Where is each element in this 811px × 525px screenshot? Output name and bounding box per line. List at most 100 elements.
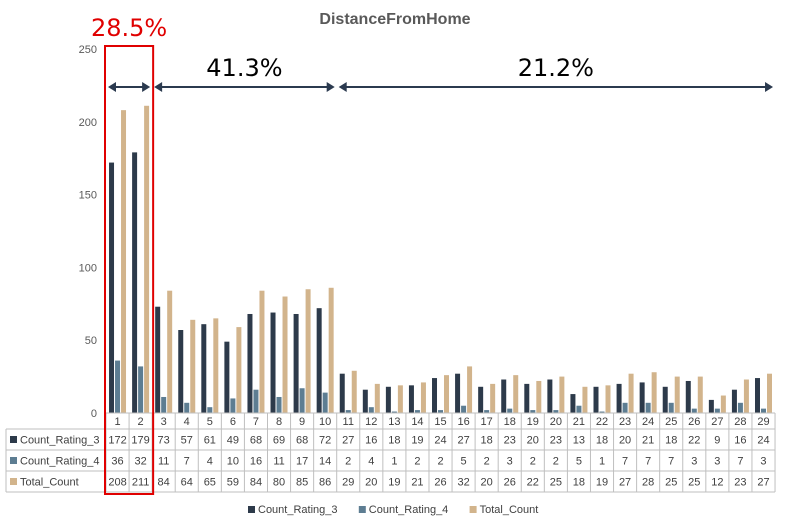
series-key-swatch bbox=[10, 457, 17, 464]
bar-count-rating-4 bbox=[138, 366, 144, 413]
table-cell-value: 20 bbox=[365, 477, 377, 489]
bar-count-rating-3 bbox=[132, 152, 138, 413]
arrow-head-left bbox=[338, 82, 347, 92]
table-cell-value: 7 bbox=[645, 456, 651, 468]
table-cell-value: 20 bbox=[619, 435, 631, 447]
table-cell-value: 17 bbox=[296, 456, 308, 468]
table-cell-value: 27 bbox=[757, 477, 769, 489]
bar-total-count bbox=[536, 380, 542, 413]
table-cell-value: 9 bbox=[714, 435, 720, 447]
bar-count-rating-4 bbox=[507, 408, 513, 413]
table-cell-value: 211 bbox=[132, 477, 150, 489]
bar-count-rating-3 bbox=[455, 373, 461, 413]
bar-count-rating-3 bbox=[432, 378, 438, 413]
category-label: 17 bbox=[481, 416, 493, 428]
category-label: 2 bbox=[138, 416, 144, 428]
table-cell-value: 25 bbox=[665, 477, 677, 489]
table-cell-value: 19 bbox=[411, 435, 423, 447]
bar-total-count bbox=[720, 395, 726, 413]
arrow-head-right bbox=[326, 82, 335, 92]
bar-count-rating-4 bbox=[161, 396, 167, 413]
bar-total-count bbox=[351, 370, 357, 413]
bar-total-count bbox=[605, 385, 611, 413]
bar-count-rating-3 bbox=[385, 386, 391, 413]
table-cell-value: 27 bbox=[619, 477, 631, 489]
y-tick-label: 250 bbox=[79, 44, 97, 56]
category-label: 16 bbox=[457, 416, 469, 428]
y-tick-label: 200 bbox=[79, 117, 97, 129]
range-percentage-label: 21.2% bbox=[517, 54, 594, 82]
bar-total-count bbox=[490, 383, 496, 413]
category-label: 27 bbox=[711, 416, 723, 428]
legend-entry: Count_Rating_4 bbox=[369, 504, 449, 516]
bar-count-rating-4 bbox=[576, 405, 582, 413]
highlight-box bbox=[104, 45, 155, 495]
bar-total-count bbox=[397, 385, 403, 413]
category-label: 22 bbox=[596, 416, 608, 428]
table-cell-value: 68 bbox=[250, 435, 262, 447]
bar-count-rating-4 bbox=[553, 410, 559, 413]
table-cell-value: 2 bbox=[437, 456, 443, 468]
category-label: 6 bbox=[230, 416, 236, 428]
table-cell-value: 7 bbox=[737, 456, 743, 468]
bar-total-count bbox=[467, 366, 473, 413]
bar-count-rating-3 bbox=[224, 341, 230, 413]
table-cell-value: 28 bbox=[642, 477, 654, 489]
table-cell-value: 2 bbox=[484, 456, 490, 468]
bar-count-rating-4 bbox=[691, 408, 697, 413]
legend-swatch bbox=[358, 506, 366, 513]
range-percentage-label: 28.5% bbox=[90, 14, 168, 42]
table-cell-value: 3 bbox=[691, 456, 697, 468]
arrow-head-left bbox=[108, 82, 116, 92]
bar-count-rating-3 bbox=[662, 386, 668, 413]
table-cell-value: 20 bbox=[527, 435, 539, 447]
table-cell-value: 2 bbox=[414, 456, 420, 468]
table-cell-value: 18 bbox=[573, 477, 585, 489]
y-tick-label: 50 bbox=[85, 335, 97, 347]
bar-total-count bbox=[582, 386, 588, 413]
table-cell-value: 32 bbox=[134, 456, 146, 468]
category-label: 12 bbox=[365, 416, 377, 428]
category-label: 5 bbox=[207, 416, 213, 428]
table-cell-value: 179 bbox=[131, 435, 149, 447]
category-label: 23 bbox=[619, 416, 631, 428]
table-cell-value: 25 bbox=[688, 477, 700, 489]
bar-count-rating-4 bbox=[276, 396, 282, 413]
bar-count-rating-3 bbox=[362, 389, 368, 413]
table-cell-value: 14 bbox=[319, 456, 331, 468]
table-cell-value: 61 bbox=[204, 435, 216, 447]
legend-entry: Count_Rating_3 bbox=[258, 504, 338, 516]
table-cell-value: 73 bbox=[158, 435, 170, 447]
bar-total-count bbox=[743, 379, 749, 413]
table-cell-value: 21 bbox=[411, 477, 423, 489]
bar-count-rating-4 bbox=[299, 388, 305, 413]
table-cell-value: 57 bbox=[181, 435, 193, 447]
table-cell-value: 3 bbox=[760, 456, 766, 468]
category-label: 8 bbox=[276, 416, 282, 428]
legend-entry: Total_Count bbox=[480, 504, 539, 516]
bar-count-rating-3 bbox=[155, 306, 161, 413]
bar-count-rating-4 bbox=[345, 410, 351, 413]
bar-count-rating-3 bbox=[109, 162, 115, 413]
table-cell-value: 7 bbox=[622, 456, 628, 468]
category-label: 1 bbox=[114, 416, 120, 428]
table-cell-value: 23 bbox=[734, 477, 746, 489]
table-cell-value: 11 bbox=[158, 456, 169, 468]
arrow-head-left bbox=[154, 82, 163, 92]
bar-count-rating-3 bbox=[616, 383, 622, 413]
bar-total-count bbox=[305, 289, 311, 413]
bar-total-count bbox=[328, 287, 334, 413]
table-cell-value: 22 bbox=[527, 477, 539, 489]
table-cell-value: 172 bbox=[108, 435, 126, 447]
bar-count-rating-4 bbox=[622, 402, 628, 413]
table-cell-value: 86 bbox=[319, 477, 331, 489]
chart-title: DistanceFromHome bbox=[319, 11, 470, 28]
bar-count-rating-3 bbox=[570, 394, 576, 413]
bar-count-rating-3 bbox=[593, 386, 599, 413]
table-cell-value: 65 bbox=[204, 477, 216, 489]
bar-count-rating-3 bbox=[247, 313, 253, 413]
category-label: 21 bbox=[573, 416, 585, 428]
table-cell-value: 7 bbox=[668, 456, 674, 468]
bar-count-rating-3 bbox=[270, 312, 276, 413]
category-label: 3 bbox=[161, 416, 167, 428]
